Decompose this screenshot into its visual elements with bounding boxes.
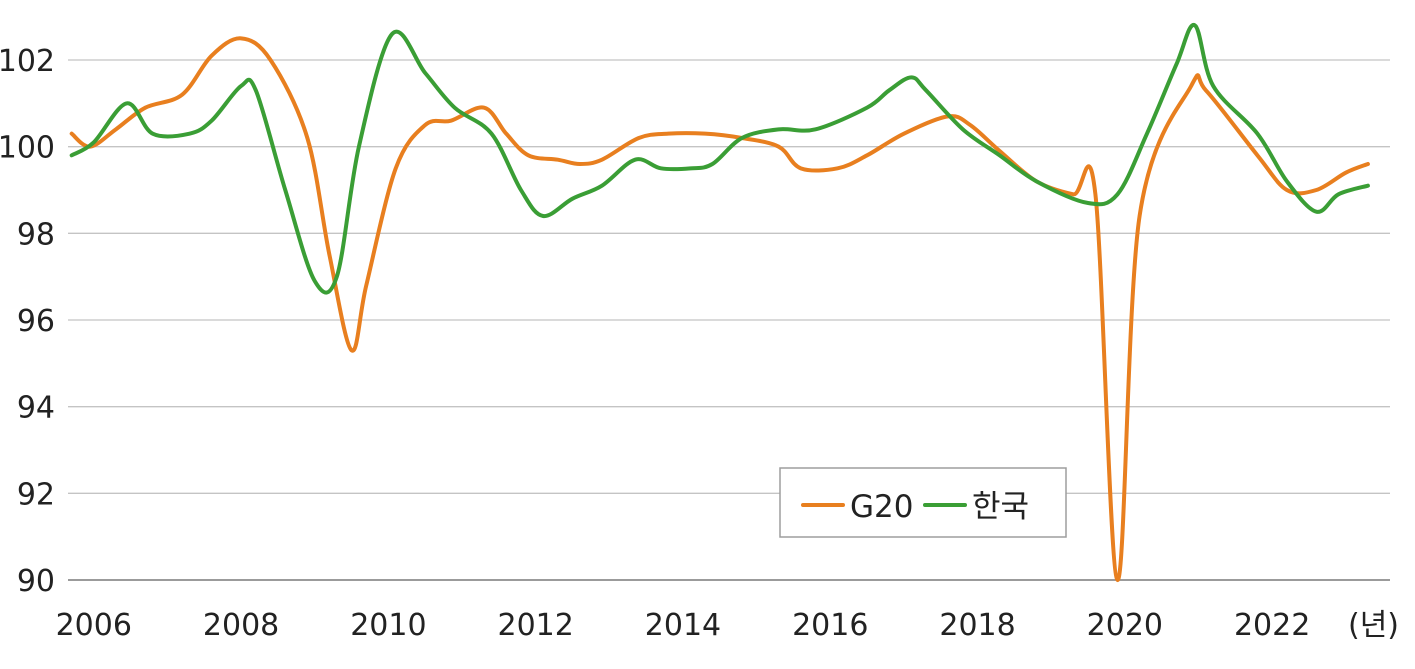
- legend: G20 한국: [779, 467, 1067, 538]
- series-line-g20: [69, 36, 1370, 583]
- legend-label-g20: G20: [850, 489, 913, 525]
- y-tick-label-94: 94: [17, 391, 55, 426]
- x-tick-label-2006: 2006: [56, 608, 132, 643]
- legend-box: [779, 467, 1067, 538]
- y-tick-label-96: 96: [17, 304, 55, 339]
- x-tick-label-2020: 2020: [1087, 608, 1163, 643]
- series-lines: [69, 23, 1370, 583]
- y-tick-label-102: 102: [0, 44, 55, 79]
- y-tick-label-92: 92: [17, 477, 55, 512]
- y-tick-label-100: 100: [0, 131, 55, 166]
- x-axis: 2006 2008 2010 2012 2014 2016 2018 2020 2022: [56, 608, 1311, 643]
- y-tick-label-98: 98: [17, 217, 55, 252]
- x-tick-label-2012: 2012: [497, 608, 573, 643]
- x-tick-label-2018: 2018: [939, 608, 1015, 643]
- y-tick-label-90: 90: [17, 564, 55, 599]
- x-tick-label-2010: 2010: [350, 608, 426, 643]
- y-axis: 90 92 94 96 98 100 102: [0, 44, 55, 599]
- x-tick-label-2016: 2016: [792, 608, 868, 643]
- x-axis-unit-label: (년): [1348, 608, 1399, 643]
- x-tick-label-2022: 2022: [1234, 608, 1310, 643]
- x-tick-label-2008: 2008: [203, 608, 279, 643]
- x-tick-label-2014: 2014: [645, 608, 721, 643]
- legend-label-korea: 한국: [972, 489, 1029, 525]
- series-line-korea: [69, 23, 1370, 295]
